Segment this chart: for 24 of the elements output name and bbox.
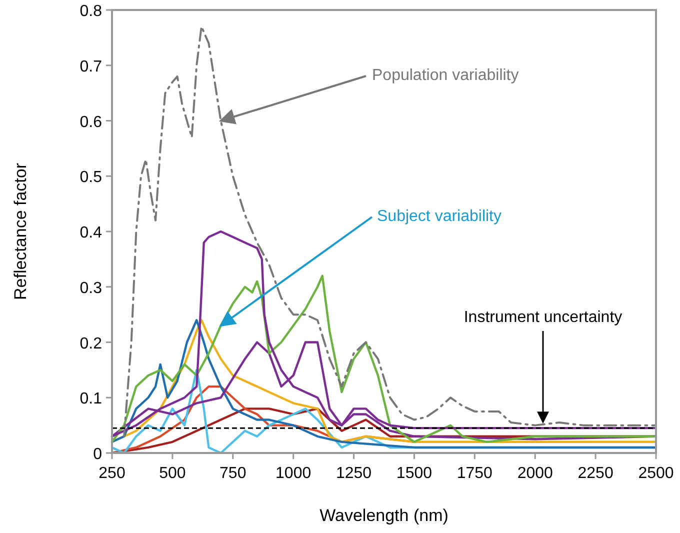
x-tick-label: 1000	[276, 465, 312, 482]
x-tick-label: 750	[220, 465, 246, 482]
y-tick-label: 0.4	[80, 224, 102, 242]
y-tick-label: 0.8	[80, 3, 102, 20]
y-tick-label: 0.3	[80, 280, 102, 297]
y-axis-title: Reflectance factor	[11, 162, 30, 300]
y-tick-label: 0.2	[80, 335, 102, 352]
y-tick-label: 0.6	[80, 114, 102, 131]
x-tick-label: 2250	[578, 465, 614, 482]
x-tick-label: 2000	[517, 465, 554, 482]
ref-line-label: Instrument uncertainty	[464, 309, 622, 326]
x-tick-label: 500	[159, 465, 186, 482]
x-tick-label: 1500	[396, 465, 432, 482]
x-tick-label: 1250	[336, 465, 372, 482]
y-tick-label: 0	[93, 446, 102, 463]
y-tick-label: 0.7	[80, 58, 102, 76]
annotation: Subject variability	[377, 208, 502, 225]
y-tick-label: 0.5	[80, 169, 102, 186]
x-tick-label: 1750	[456, 465, 493, 482]
x-axis-title: Wavelength (nm)	[320, 506, 448, 525]
y-tick-label: 0.1	[80, 390, 102, 408]
x-tick-label: 2500	[638, 465, 674, 482]
x-tick-label: 250	[98, 465, 126, 482]
annotation: Population variability	[372, 67, 519, 84]
